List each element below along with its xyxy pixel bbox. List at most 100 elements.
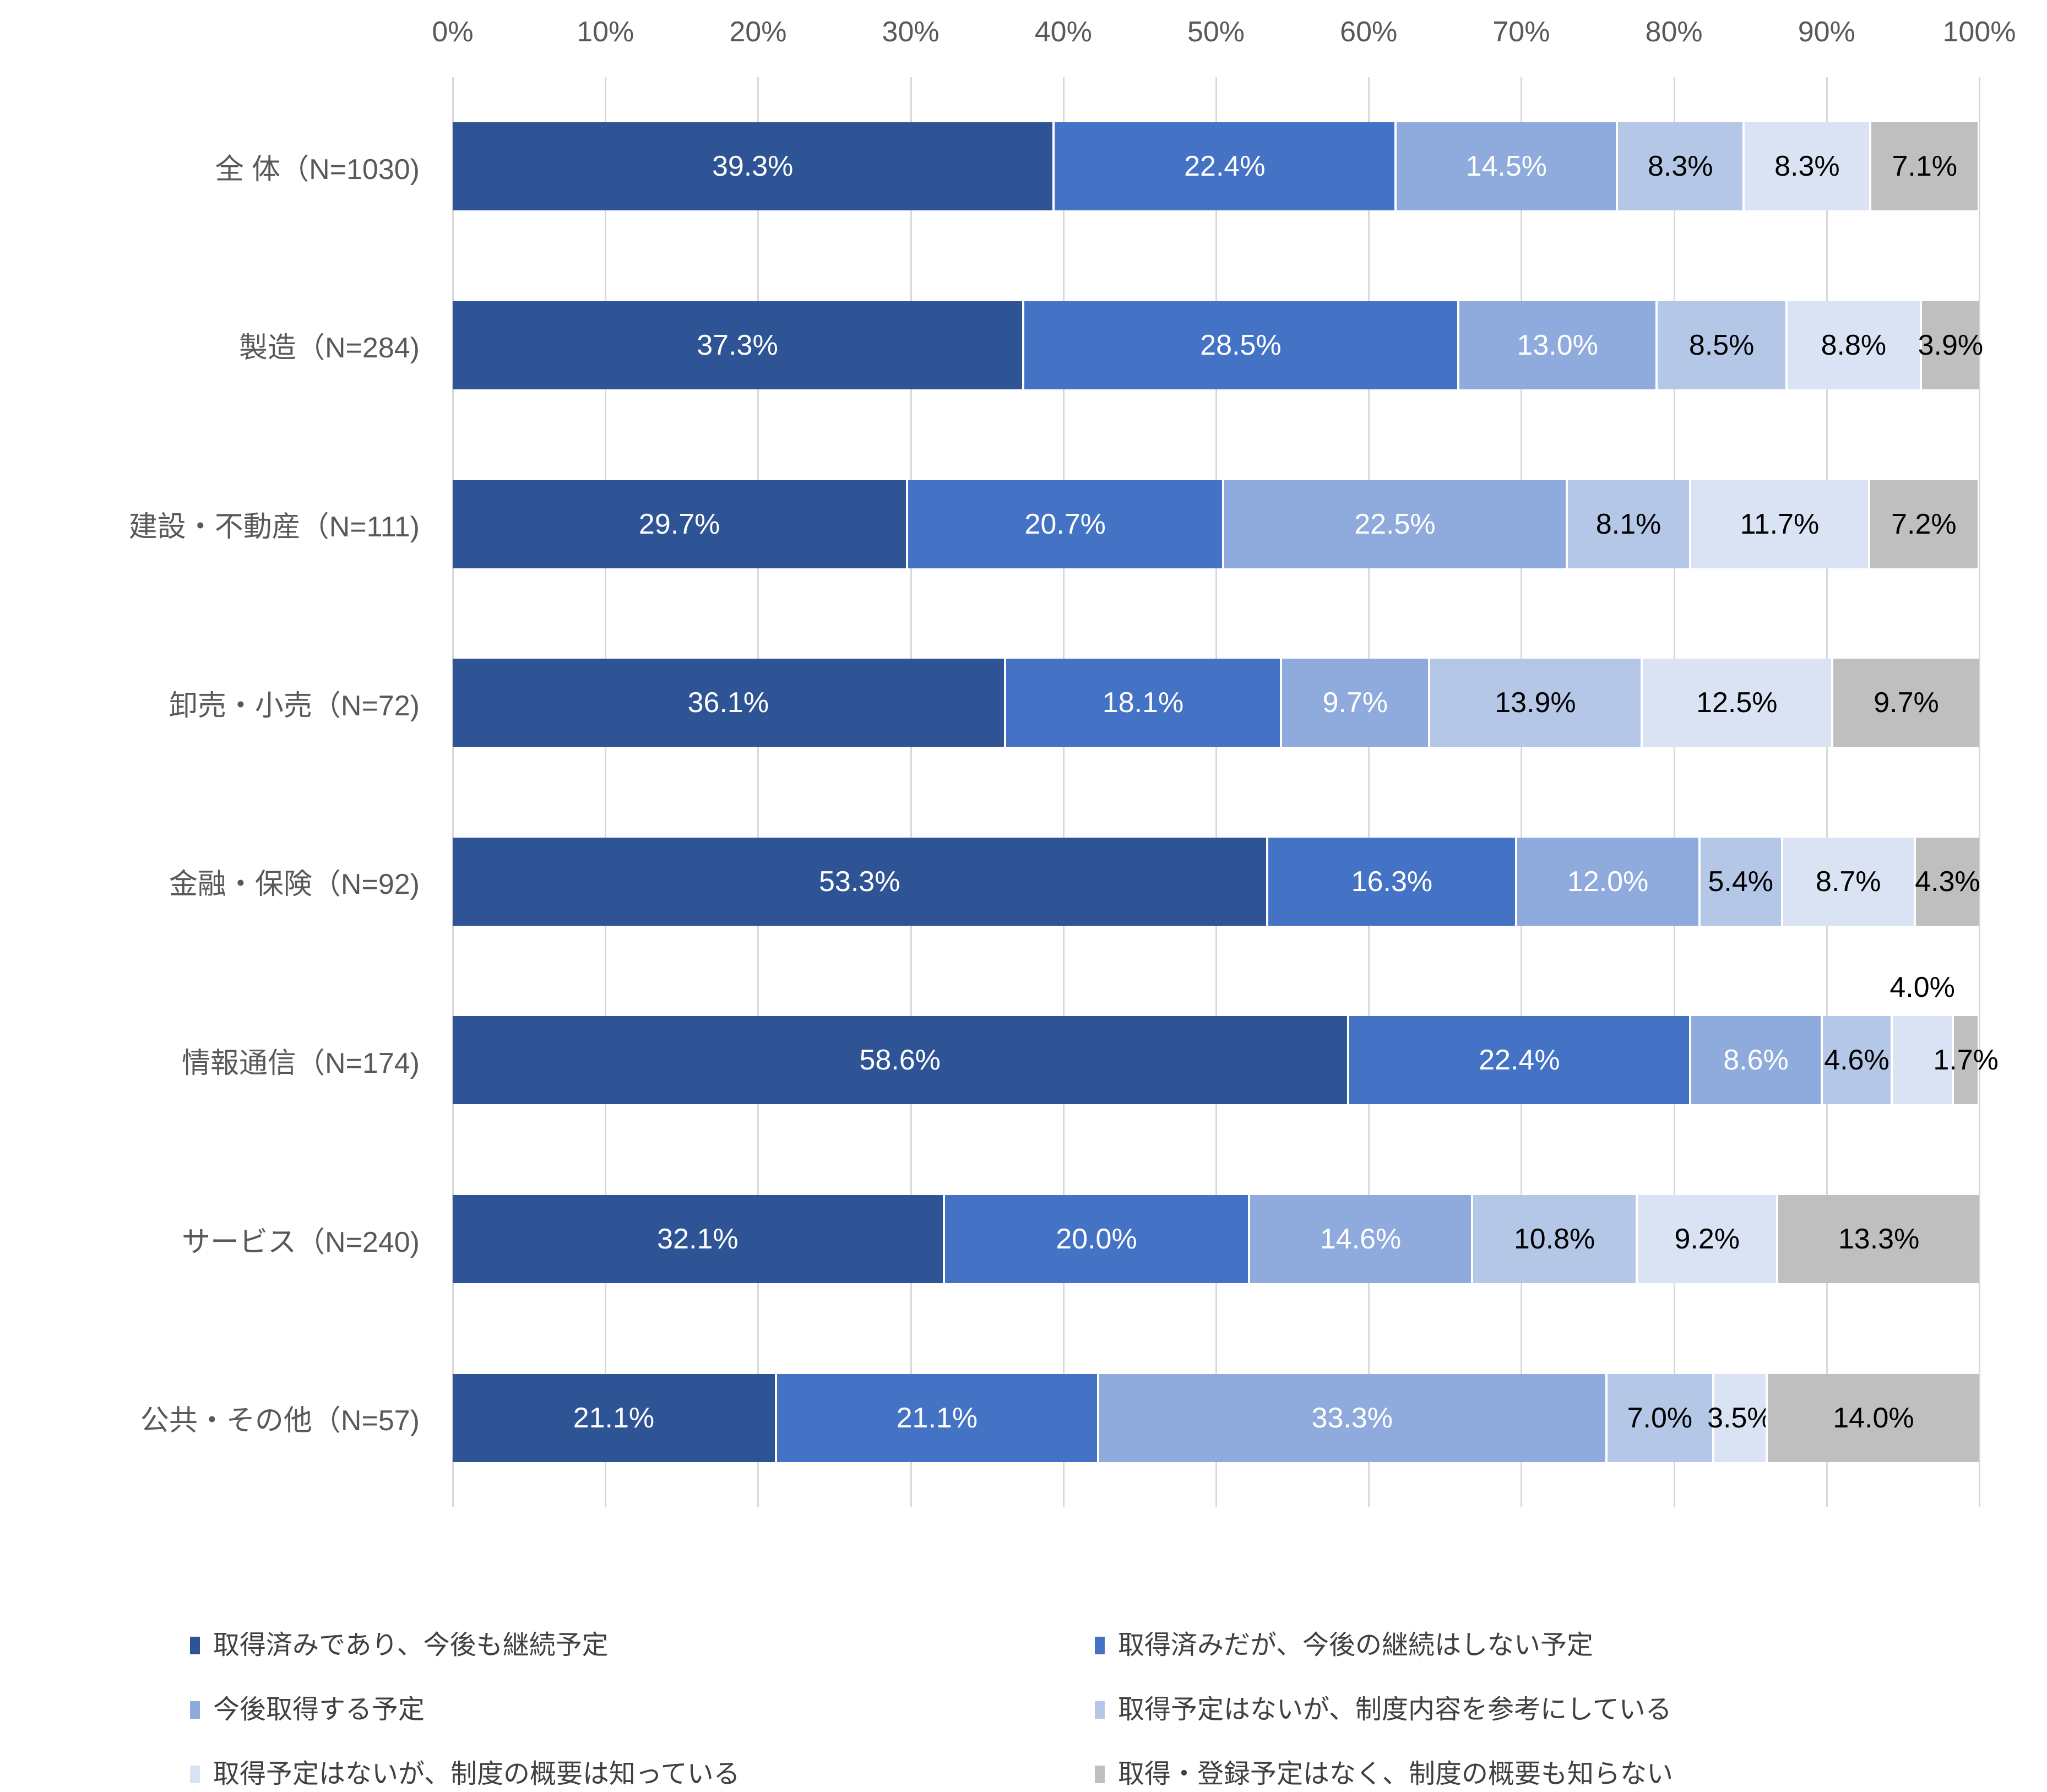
value-axis-tick-label: 50%	[1187, 16, 1245, 48]
bar-segment: 58.6%	[453, 1016, 1348, 1105]
data-label: 8.7%	[1815, 865, 1881, 898]
bar-segment: 8.8%	[1785, 301, 1920, 389]
legend-marker-swatch	[1095, 1701, 1105, 1719]
data-label: 7.1%	[1892, 150, 1958, 183]
value-axis-tick-label: 10%	[577, 16, 634, 48]
data-label: 9.7%	[1322, 687, 1388, 719]
value-axis-tick-label: 40%	[1034, 16, 1092, 48]
category-label: 金融・保険（N=92)	[169, 868, 420, 901]
bar-segment: 33.3%	[1096, 1373, 1605, 1462]
value-axis-tick-label: 20%	[729, 16, 787, 48]
data-label: 12.5%	[1696, 687, 1778, 719]
bar-segment: 8.7%	[1780, 837, 1914, 926]
stacked-bar: 36.1% 18.1% 9.7% 13.9% 12.5% 9.7%	[453, 659, 1979, 747]
legend-column-left: 取得済みであり、今後も継続予定今後取得する予定取得予定はないが、制度の概要は知っ…	[190, 1631, 740, 1789]
bar-segment: 14.6%	[1248, 1195, 1471, 1284]
gridline	[1521, 77, 1523, 1507]
value-axis-tick-label: 30%	[882, 16, 940, 48]
data-label: 37.3%	[697, 329, 778, 361]
stacked-bar: 32.1% 20.0% 14.6% 10.8% 9.2% 13.3%	[453, 1195, 1979, 1284]
bar-segment: 10.8%	[1470, 1195, 1636, 1284]
data-label: 14.6%	[1320, 1223, 1402, 1256]
data-label: 14.0%	[1833, 1402, 1914, 1434]
value-axis-tick-label: 100%	[1942, 16, 2016, 48]
stacked-bar: 21.1% 21.1% 33.3% 7.0% 3.5% 14.0%	[453, 1373, 1979, 1462]
data-label: 4.3%	[1915, 865, 1980, 898]
plot-area: 39.3% 22.4% 14.5% 8.3% 8.3% 7.1% 37.3% 28.5% 13.…	[452, 77, 1999, 1507]
data-label: 12.0%	[1567, 865, 1649, 898]
bar-segment: 3.9%	[1918, 301, 1983, 389]
data-label: 53.3%	[819, 865, 900, 898]
bar-segment: 21.1%	[453, 1373, 775, 1462]
bar-segment: 37.3%	[453, 301, 1022, 389]
category-label: サービス（N=240)	[182, 1226, 420, 1258]
legend-label: 取得済みであり、今後も継続予定	[213, 1631, 609, 1660]
legend-column-right: 取得済みだが、今後の継続はしない予定取得予定はないが、制度内容を参考にしている取…	[1095, 1631, 1673, 1789]
bar-segment: 22.4%	[1347, 1016, 1690, 1105]
bar-segment: 8.5%	[1655, 301, 1785, 389]
gridline	[1062, 77, 1065, 1507]
value-axis-tick-label: 70%	[1492, 16, 1550, 48]
data-label: 9.7%	[1874, 687, 1939, 719]
value-axis: 0% 10% 20% 30% 40% 50% 60% 70% 80% 90% 100%	[432, 0, 2016, 77]
bar-segment: 11.7%	[1689, 480, 1868, 568]
bar-segment: 14.0%	[1765, 1373, 1979, 1462]
bar-row: 39.3% 22.4% 14.5% 8.3% 8.3% 7.1%	[453, 77, 1979, 256]
bar-segment: 7.1%	[1869, 122, 1978, 211]
category-label: 公共・その他（N=57)	[140, 1405, 420, 1437]
category-label: 全 体（N=1030)	[215, 153, 420, 186]
bar-segment: 14.5%	[1394, 122, 1616, 211]
data-label: 16.3%	[1351, 865, 1433, 898]
data-label: 20.0%	[1056, 1223, 1137, 1256]
bar-segment: 13.0%	[1457, 301, 1656, 389]
bar-segment: 8.3%	[1616, 122, 1743, 211]
legend-label: 取得・登録予定はなく、制度の概要も知らない	[1118, 1759, 1674, 1789]
legend-item: 今後取得する予定	[190, 1695, 740, 1725]
category-label: 製造（N=284)	[239, 332, 420, 365]
legend-marker-swatch	[190, 1637, 200, 1655]
legend-item: 取得予定はないが、制度内容を参考にしている	[1095, 1695, 1673, 1725]
data-label: 13.3%	[1838, 1223, 1920, 1256]
legend-item: 取得済みであり、今後も継続予定	[190, 1631, 740, 1660]
bar-segment: 3.5%	[1707, 1373, 1773, 1462]
gridline	[452, 77, 454, 1507]
bar-segment: 28.5%	[1022, 301, 1457, 389]
bar-segment: 18.1%	[1003, 659, 1280, 747]
data-label: 11.7%	[1740, 508, 1820, 540]
data-label: 18.1%	[1102, 687, 1184, 719]
data-label: 22.5%	[1354, 508, 1436, 540]
gridline	[1368, 77, 1370, 1507]
stacked-bar: 58.6% 22.4% 8.6% 4.6% 4.0% 1.7%	[453, 973, 1999, 1105]
stacked-bar: 37.3% 28.5% 13.0% 8.5% 8.8% 3.9%	[453, 301, 1983, 389]
data-label: 4.6%	[1824, 1044, 1889, 1077]
data-label: 8.6%	[1723, 1044, 1789, 1077]
stacked-bar: 29.7% 20.7% 22.5% 8.1% 11.7% 7.2%	[453, 480, 1979, 568]
legend-label: 取得予定はないが、制度内容を参考にしている	[1118, 1695, 1672, 1724]
bar-segment: 4.3%	[1913, 837, 1980, 926]
bar-segment: 4.6%	[1820, 1016, 1891, 1105]
data-label: 58.6%	[859, 1044, 941, 1077]
legend-marker-swatch	[190, 1701, 200, 1719]
bar-row: 29.7% 20.7% 22.5% 8.1% 11.7% 7.2%	[453, 435, 1979, 613]
data-label: 22.4%	[1184, 150, 1266, 183]
legend-label: 取得済みだが、今後の継続はしない予定	[1118, 1631, 1594, 1660]
bar-segment: 16.3%	[1266, 837, 1516, 926]
category-label: 卸売・小売（N=72)	[169, 689, 420, 722]
legend-label: 取得予定はないが、制度の概要は知っている	[213, 1759, 740, 1789]
data-label: 9.2%	[1674, 1223, 1740, 1256]
bar-segment: 5.4%	[1698, 837, 1781, 926]
bar-segment: 20.0%	[942, 1195, 1248, 1284]
category-axis: 全 体（N=1030) 製造（N=284) 建設・不動産（N=111) 卸売・小売（N…	[0, 77, 435, 1507]
data-label: 13.9%	[1495, 687, 1576, 719]
gridline	[1979, 77, 1980, 1507]
bar-segment: 13.3%	[1776, 1195, 1979, 1284]
data-label: 7.0%	[1627, 1402, 1693, 1434]
data-label: 14.5%	[1465, 150, 1547, 183]
bar-segment: 32.1%	[453, 1195, 943, 1284]
bar-segment: 7.0%	[1605, 1373, 1712, 1462]
bar-segment: 13.9%	[1428, 659, 1641, 747]
legend-marker-swatch	[1095, 1765, 1105, 1783]
data-label: 21.1%	[896, 1402, 978, 1434]
bar-segment: 39.3%	[453, 122, 1053, 211]
gridline	[1215, 77, 1217, 1507]
